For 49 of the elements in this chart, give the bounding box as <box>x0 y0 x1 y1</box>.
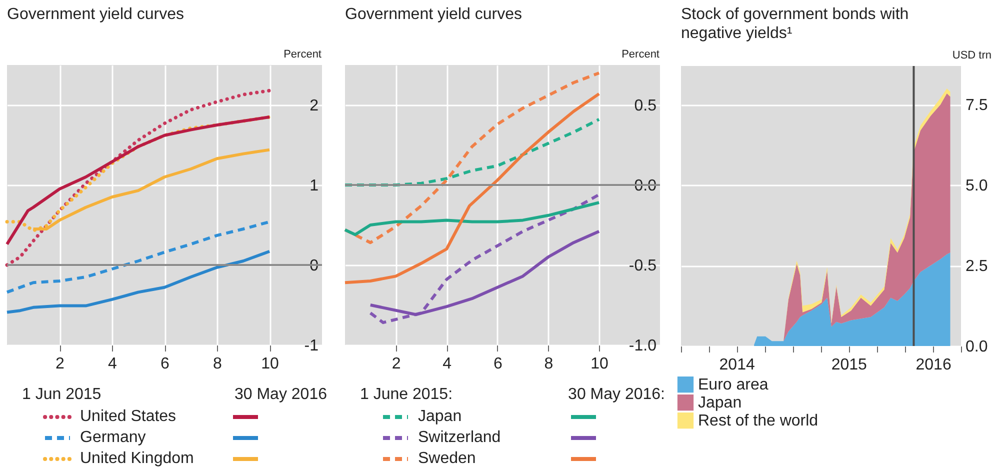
y-tick-label: 2.5 <box>966 258 988 276</box>
line-series <box>344 201 601 236</box>
x-tick-label: 2 <box>392 356 401 372</box>
legend-label: Germany <box>79 428 147 448</box>
x-tick-label: 10 <box>590 356 609 372</box>
x-tick-label: 2016 <box>916 356 952 374</box>
y-tick-label: 7.5 <box>966 97 988 114</box>
y-axis-title: Percent <box>622 48 660 60</box>
text: 1 Jun 2015 <box>22 385 102 405</box>
legend-label: United Kingdom <box>79 449 195 469</box>
x-tick-label: 8 <box>544 356 554 372</box>
legend-label: Rest of the world <box>698 412 818 430</box>
chart-title: Government yield curves <box>7 6 184 23</box>
text: 1 June 2015: <box>360 385 453 405</box>
legend-label: Japan <box>417 407 463 427</box>
text: 30 May 2016: <box>568 385 665 405</box>
legend-label: Euro area <box>698 376 768 394</box>
legend-label: Switzerland <box>417 428 502 448</box>
text: 30 May 2016 <box>234 385 327 405</box>
y-axis-title: Percent <box>284 48 322 60</box>
x-tick-label: 10 <box>261 356 279 372</box>
x-tick-label: 6 <box>493 356 502 372</box>
line-series <box>344 118 601 186</box>
y-tick-label: 2 <box>310 98 319 114</box>
chart-title: Government yield curves <box>345 6 522 23</box>
x-tick-label: 2 <box>56 356 65 372</box>
y-tick-label: -0.5 <box>628 258 657 274</box>
y-tick-label: 1 <box>310 178 319 194</box>
legend-label: United States <box>79 407 178 427</box>
line-series <box>6 220 271 294</box>
y-tick-label: 0.0 <box>966 338 988 356</box>
x-tick-label: 2014 <box>719 356 755 374</box>
y-tick-label: -1.0 <box>628 338 657 354</box>
y-tick-label: 5.0 <box>966 178 988 195</box>
x-tick-label: 6 <box>160 356 170 372</box>
x-tick-label: 4 <box>442 356 452 372</box>
line-series <box>5 88 272 267</box>
y-tick-label: -1 <box>304 338 319 354</box>
legend-label: Japan <box>698 394 742 412</box>
legend-label: Sweden <box>417 449 477 469</box>
x-tick-label: 8 <box>213 356 222 372</box>
line-series <box>344 92 601 284</box>
x-tick-label: 4 <box>108 356 118 372</box>
y-axis-title: USD trn <box>952 50 992 62</box>
line-series <box>6 250 271 314</box>
chart-title: Stock of government bonds with negative yields¹ <box>681 6 909 42</box>
y-tick-label: 0.5 <box>634 98 657 114</box>
x-tick-label: 2015 <box>831 356 868 374</box>
line-series <box>368 193 601 324</box>
